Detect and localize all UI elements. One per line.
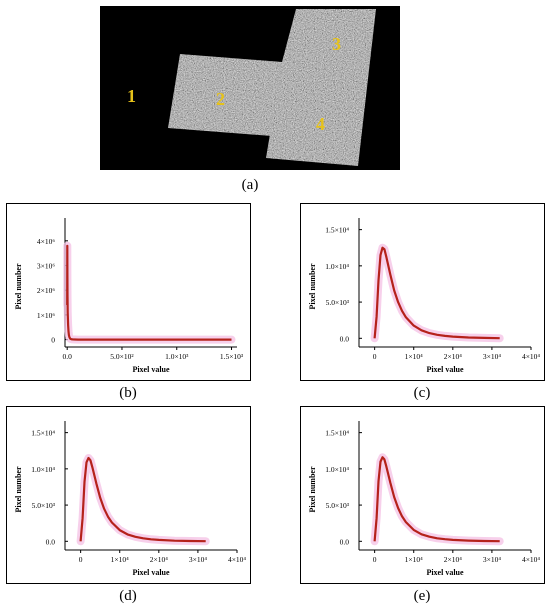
x-tick-label: 3×10⁴ (483, 352, 501, 361)
x-axis-label: Pixel value (426, 568, 464, 577)
x-tick-label: 3×10⁴ (189, 555, 207, 564)
y-tick-label: 0.0 (340, 334, 350, 343)
x-tick-label: 5.0×10² (110, 352, 134, 361)
scene-tile-3-4 (266, 9, 376, 166)
x-tick-label: 0 (373, 555, 377, 564)
x-tick-label: 2×10⁴ (150, 555, 168, 564)
series-line (373, 246, 500, 340)
y-tick-label: 5.0×10³ (32, 501, 56, 510)
y-tick-label: 2×10⁶ (37, 286, 55, 295)
y-axis-label: Pixel number (308, 263, 317, 309)
y-tick-label: 0 (51, 336, 55, 345)
y-tick-label: 5.0×10³ (326, 298, 350, 307)
x-tick-label: 1.5×10³ (220, 352, 244, 361)
histogram-chart-b: 0 1×10⁶ 2×10⁶ 3×10⁶ 4×10⁶ 0.0 5.0×10² 1.0×10³ 1.… (14, 218, 244, 374)
histogram-chart-d: 0.0 5.0×10³ 1.0×10⁴ 1.5×10⁴ 0 1×10⁴ 2×10⁴ 3×10⁴… (14, 421, 246, 577)
x-tick-label: 2×10⁴ (444, 555, 462, 564)
y-tick-label: 1×10⁶ (37, 311, 55, 320)
scene-tile-2 (168, 54, 282, 136)
x-tick-label: 1.0×10³ (165, 352, 189, 361)
series-line (79, 456, 206, 543)
region-label-4: 4 (316, 114, 325, 134)
region-label-2: 2 (216, 89, 225, 109)
series-band (76, 454, 210, 546)
x-axis-label: Pixel value (132, 365, 170, 374)
region-label-3: 3 (332, 34, 341, 54)
y-tick-label: 1.5×10⁴ (325, 429, 349, 438)
caption-a: (a) (241, 177, 259, 193)
y-tick-label: 5.0×10³ (326, 501, 350, 510)
y-tick-label: 1.0×10⁴ (31, 465, 55, 474)
y-axis-label: Pixel number (308, 466, 317, 512)
series-band (370, 453, 504, 546)
histogram-panel-d: 0.0 5.0×10³ 1.0×10⁴ 1.5×10⁴ 0 1×10⁴ 2×10⁴ 3×10⁴… (6, 406, 251, 584)
histogram-chart-c: 0.0 5.0×10³ 1.0×10⁴ 1.5×10⁴ 0 1×10⁴ 2×10⁴ 3×10⁴… (308, 218, 540, 374)
x-tick-label: 4×10⁴ (522, 352, 540, 361)
series-band (63, 241, 236, 344)
y-axis-label: Pixel number (14, 466, 23, 512)
x-tick-label: 4×10⁴ (522, 555, 540, 564)
series-band (370, 243, 504, 343)
y-tick-label: 4×10⁶ (37, 237, 55, 246)
histogram-chart-e: 0.0 5.0×10³ 1.0×10⁴ 1.5×10⁴ 0 1×10⁴ 2×10⁴ 3×10⁴… (308, 421, 540, 577)
region-label-1: 1 (127, 86, 136, 106)
histogram-panel-b: 0 1×10⁶ 2×10⁶ 3×10⁶ 4×10⁶ 0.0 5.0×10² 1.0×10³ 1.… (6, 203, 251, 381)
y-tick-label: 0.0 (340, 537, 350, 546)
y-axis-label: Pixel number (14, 263, 23, 309)
x-tick-label: 0 (373, 352, 377, 361)
histogram-panel-e: 0.0 5.0×10³ 1.0×10⁴ 1.5×10⁴ 0 1×10⁴ 2×10⁴ 3×10⁴… (300, 406, 545, 584)
satellite-mosaic-image: 1 2 3 4 (100, 6, 400, 170)
caption-e: (e) (413, 588, 431, 604)
y-tick-label: 1.0×10⁴ (325, 465, 349, 474)
series-line (373, 456, 500, 543)
x-tick-label: 2×10⁴ (444, 352, 462, 361)
y-tick-label: 1.0×10⁴ (325, 262, 349, 271)
mosaic-svg (168, 9, 376, 166)
x-axis-label: Pixel value (132, 568, 170, 577)
caption-d: (d) (119, 588, 137, 604)
series-line (66, 244, 232, 341)
x-tick-label: 3×10⁴ (483, 555, 501, 564)
y-tick-label: 0.0 (46, 537, 56, 546)
x-axis-label: Pixel value (426, 365, 464, 374)
y-tick-label: 1.5×10⁴ (325, 226, 349, 235)
y-tick-label: 1.5×10⁴ (31, 429, 55, 438)
x-tick-label: 0 (79, 555, 83, 564)
histogram-panel-c: 0.0 5.0×10³ 1.0×10⁴ 1.5×10⁴ 0 1×10⁴ 2×10⁴ 3×10⁴… (300, 203, 545, 381)
caption-b: (b) (119, 385, 137, 401)
x-tick-label: 1×10⁴ (405, 352, 423, 361)
caption-c: (c) (413, 385, 431, 401)
x-tick-label: 0.0 (63, 352, 73, 361)
x-tick-label: 1×10⁴ (111, 555, 129, 564)
x-tick-label: 4×10⁴ (228, 555, 246, 564)
x-tick-label: 1×10⁴ (405, 555, 423, 564)
y-tick-label: 3×10⁶ (37, 262, 55, 271)
